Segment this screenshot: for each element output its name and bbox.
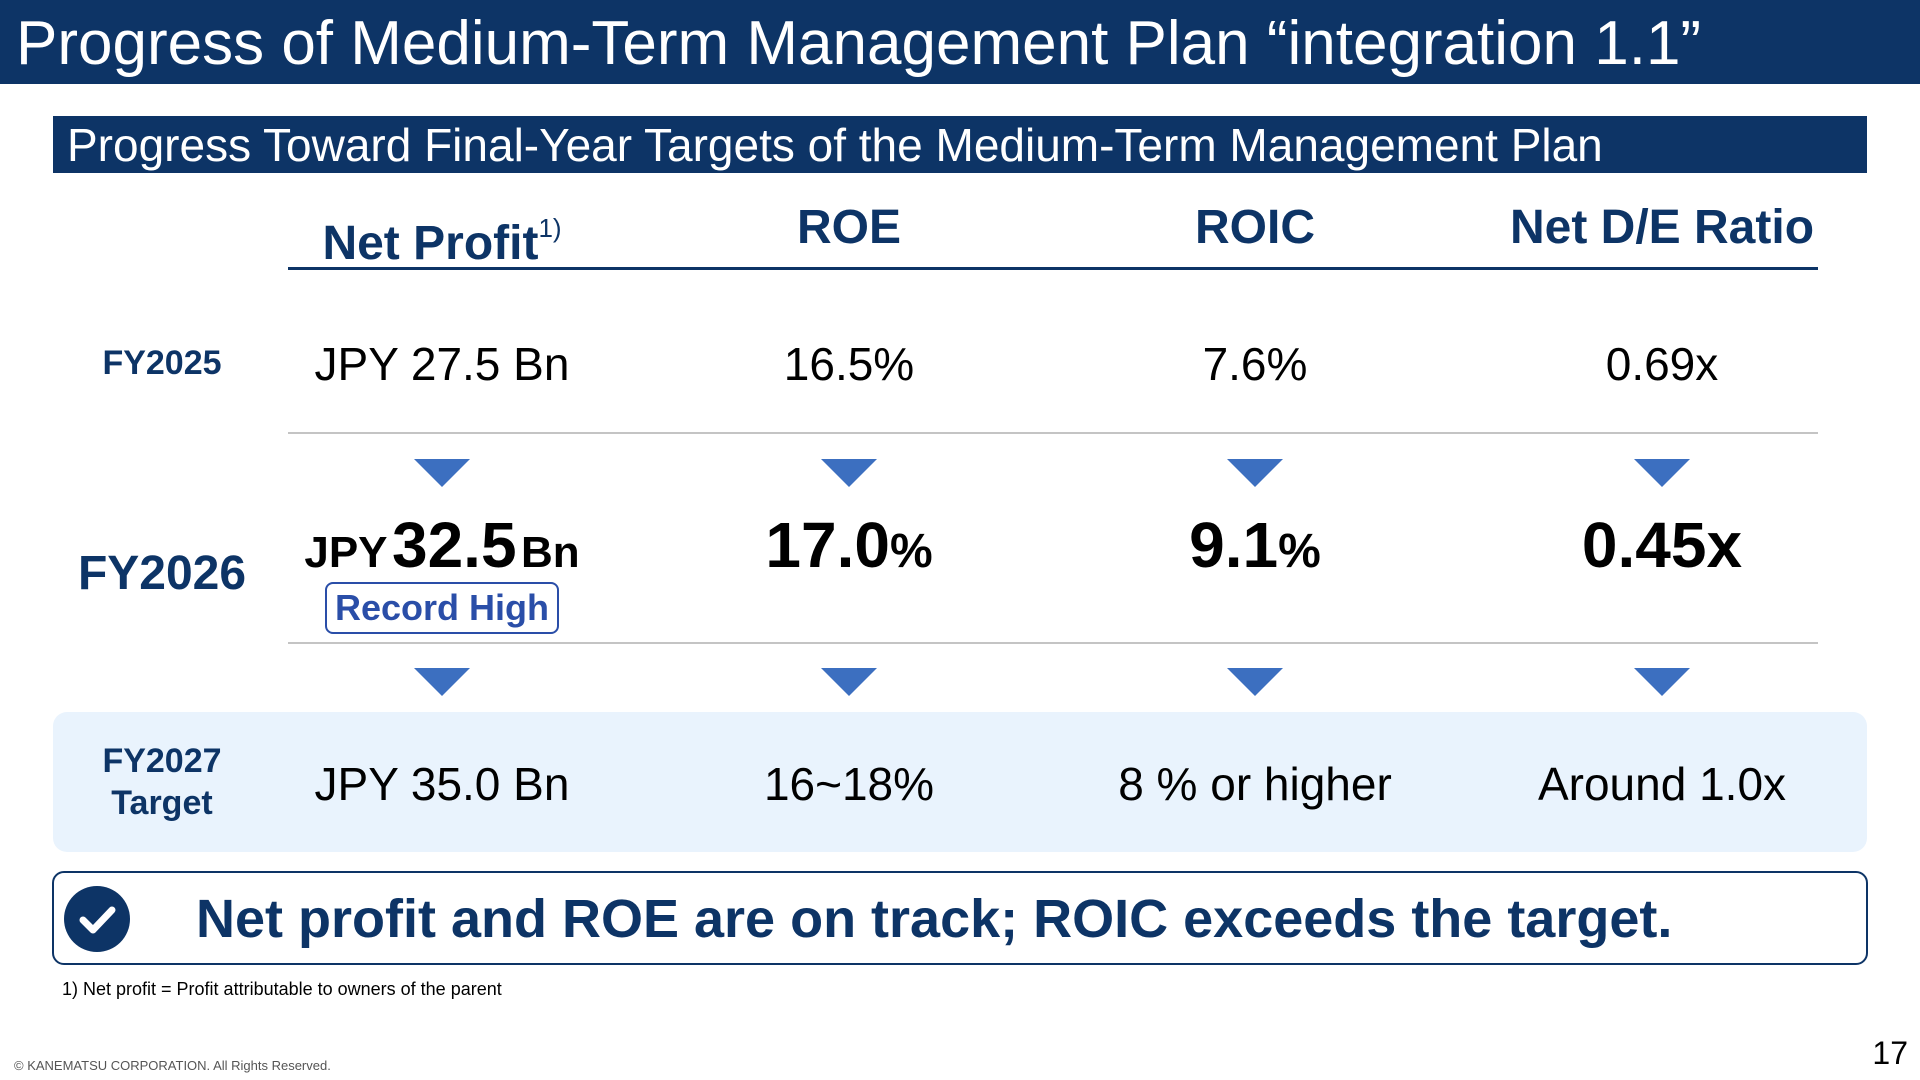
row-label-fy2027-line2: Target <box>111 784 213 822</box>
down-arrow-icon <box>1227 459 1283 487</box>
fy2026-roe-unit: % <box>889 525 933 578</box>
col-header-net-profit-label: Net Profit <box>322 217 539 270</box>
fy2026-net-profit-suffix: Bn <box>520 528 580 577</box>
fy2026-de-value: 0.45x <box>1581 509 1743 581</box>
summary-text: Net profit and ROE are on track; ROIC ex… <box>196 889 1673 949</box>
col-header-net-de-ratio: Net D/E Ratio <box>1509 201 1815 254</box>
down-arrow-icon <box>1634 668 1690 696</box>
fy2026-roe-value: 17.0 <box>765 509 890 581</box>
fy2025-net-de-ratio: 0.69x <box>1605 338 1719 390</box>
copyright: © KANEMATSU CORPORATION. All Rights Rese… <box>14 1058 331 1073</box>
row-label-fy2025: FY2025 <box>102 344 222 382</box>
col-header-roic: ROIC <box>1195 201 1315 254</box>
footnote: 1) Net profit = Profit attributable to o… <box>62 979 502 999</box>
row-label-fy2027-line1: FY2027 <box>102 742 222 780</box>
fy2026-net-profit-value: 32.5 <box>391 509 517 581</box>
summary-box: Net profit and ROE are on track; ROIC ex… <box>52 871 1868 965</box>
col-header-net-profit: Net Profit1) <box>232 198 652 270</box>
down-arrow-icon <box>821 459 877 487</box>
fy2026-net-profit: JPY 32.5 Bn <box>232 505 652 603</box>
section-bar: Progress Toward Final-Year Targets of th… <box>53 116 1867 173</box>
fy2027-net-profit: JPY 35.0 Bn <box>314 758 570 810</box>
row-divider <box>288 642 1818 644</box>
fy2026-net-de-ratio: 0.45x <box>1452 505 1872 603</box>
target-band <box>53 712 1867 852</box>
row-divider <box>288 432 1818 434</box>
section-title: Progress Toward Final-Year Targets of th… <box>67 119 1603 171</box>
check-circle-icon <box>64 886 130 952</box>
record-high-badge: Record High <box>325 582 559 634</box>
down-arrow-icon <box>414 459 470 487</box>
fy2025-roic: 7.6% <box>1202 338 1308 390</box>
header-divider <box>288 267 1818 270</box>
down-arrow-icon <box>1227 668 1283 696</box>
row-label-fy2027: FY2027 Target <box>62 740 262 824</box>
fy2027-roic: 8 % or higher <box>1118 758 1392 810</box>
col-header-roe: ROE <box>796 201 901 254</box>
fy2026-roic-unit: % <box>1278 525 1321 578</box>
title-bar: Progress of Medium-Term Management Plan … <box>0 0 1920 84</box>
fy2026-roe: 17.0% <box>639 505 1059 603</box>
fy2026-roic-value: 9.1 <box>1189 509 1279 581</box>
fy2025-roe: 16.5% <box>783 338 915 390</box>
page-number: 17 <box>1872 1035 1908 1071</box>
fy2027-net-de-ratio: Around 1.0x <box>1537 758 1787 810</box>
row-label-fy2026: FY2026 <box>77 547 247 600</box>
down-arrow-icon <box>1634 459 1690 487</box>
down-arrow-icon <box>414 668 470 696</box>
footnote-marker: 1) <box>538 213 562 243</box>
fy2027-roe: 16~18% <box>763 758 935 810</box>
fy2026-net-profit-prefix: JPY <box>304 528 388 577</box>
page-title: Progress of Medium-Term Management Plan … <box>16 9 1702 78</box>
down-arrow-icon <box>821 668 877 696</box>
fy2025-net-profit: JPY 27.5 Bn <box>314 338 570 390</box>
fy2026-roic: 9.1% <box>1045 505 1465 603</box>
